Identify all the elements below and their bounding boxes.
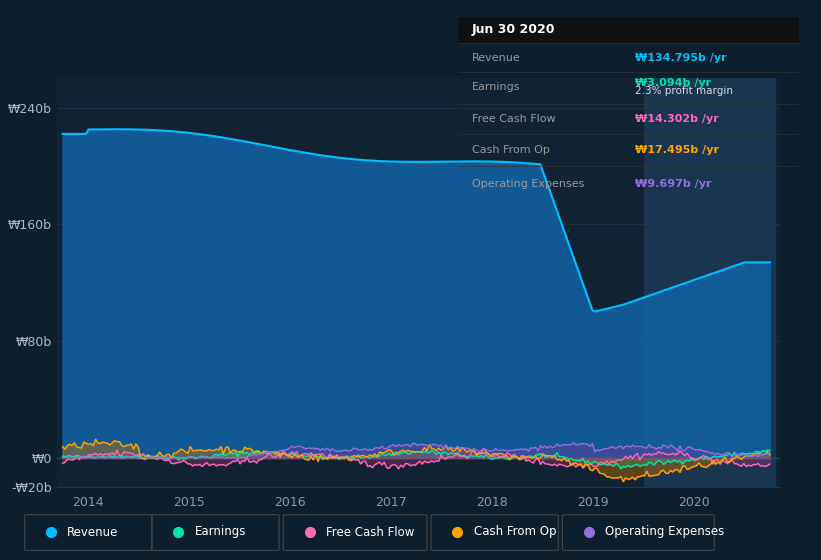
Text: ₩17.495b /yr: ₩17.495b /yr xyxy=(635,145,719,155)
Text: ₩134.795b /yr: ₩134.795b /yr xyxy=(635,53,727,63)
FancyBboxPatch shape xyxy=(458,17,799,43)
Text: Earnings: Earnings xyxy=(472,82,521,92)
Text: ₩9.697b /yr: ₩9.697b /yr xyxy=(635,179,712,189)
Text: 2.3% profit margin: 2.3% profit margin xyxy=(635,86,733,96)
Text: Revenue: Revenue xyxy=(67,525,119,539)
Text: Cash From Op: Cash From Op xyxy=(472,145,549,155)
Text: Cash From Op: Cash From Op xyxy=(474,525,556,539)
Text: ₩3.094b /yr: ₩3.094b /yr xyxy=(635,78,712,88)
Text: Operating Expenses: Operating Expenses xyxy=(605,525,724,539)
Text: Free Cash Flow: Free Cash Flow xyxy=(326,525,415,539)
Text: Revenue: Revenue xyxy=(472,53,521,63)
Text: Operating Expenses: Operating Expenses xyxy=(472,179,584,189)
Text: Free Cash Flow: Free Cash Flow xyxy=(472,114,555,124)
Bar xyxy=(644,78,775,487)
Text: ₩14.302b /yr: ₩14.302b /yr xyxy=(635,114,719,124)
Text: Jun 30 2020: Jun 30 2020 xyxy=(472,23,555,36)
Text: Earnings: Earnings xyxy=(195,525,246,539)
